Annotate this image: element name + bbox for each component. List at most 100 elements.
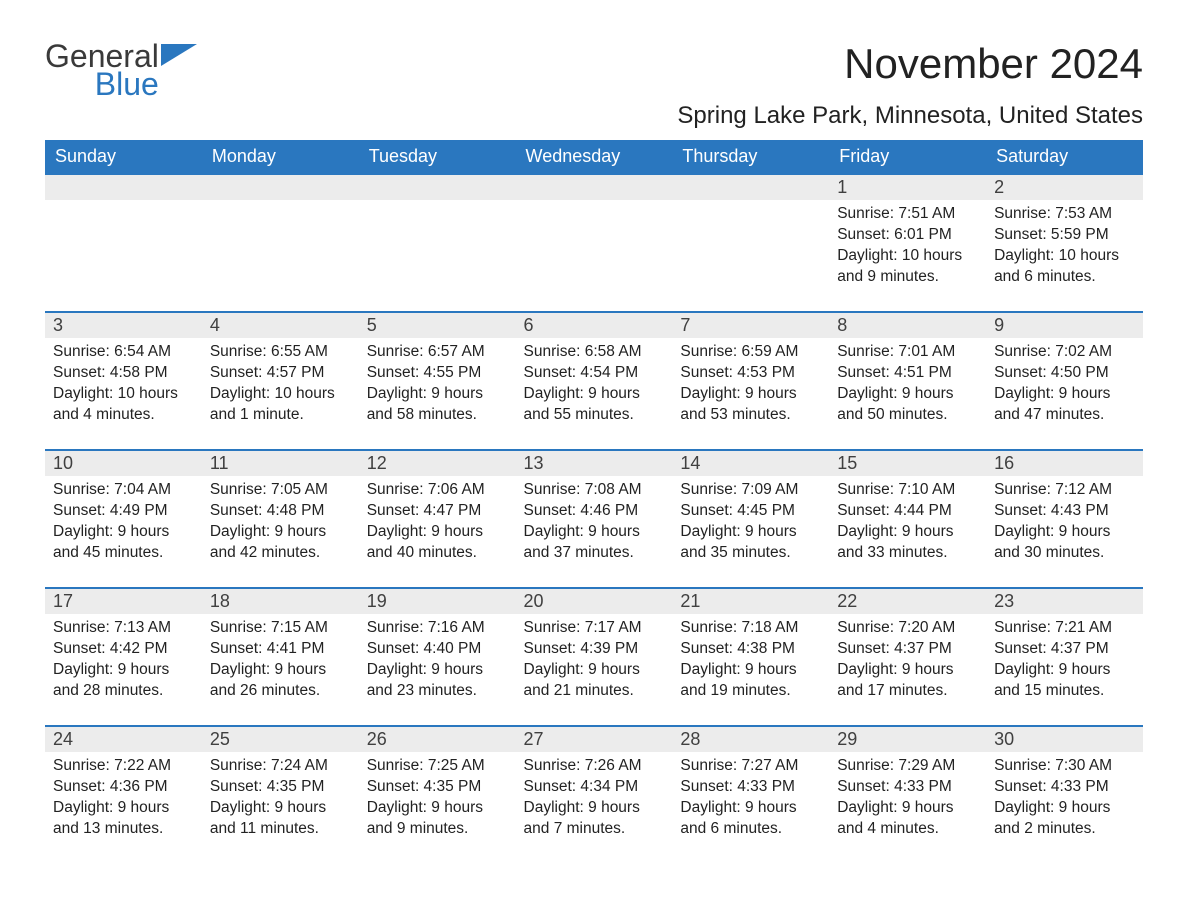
day-details: Sunrise: 6:54 AMSunset: 4:58 PMDaylight:… <box>45 338 202 432</box>
logo: General Blue <box>45 40 197 100</box>
sunset-line: Sunset: 5:59 PM <box>994 225 1135 246</box>
day-details: Sunrise: 7:20 AMSunset: 4:37 PMDaylight:… <box>829 614 986 708</box>
day-number: 15 <box>829 451 986 476</box>
sunset-line: Sunset: 4:38 PM <box>680 639 821 660</box>
day-number: 21 <box>672 589 829 614</box>
daylight-line: Daylight: 9 hours and 40 minutes. <box>367 522 508 564</box>
calendar-cell: 15Sunrise: 7:10 AMSunset: 4:44 PMDayligh… <box>829 449 986 587</box>
day-details: Sunrise: 7:05 AMSunset: 4:48 PMDaylight:… <box>202 476 359 570</box>
daylight-line: Daylight: 10 hours and 9 minutes. <box>837 246 978 288</box>
daylight-line: Daylight: 9 hours and 21 minutes. <box>524 660 665 702</box>
calendar-cell: 4Sunrise: 6:55 AMSunset: 4:57 PMDaylight… <box>202 311 359 449</box>
daylight-line: Daylight: 10 hours and 6 minutes. <box>994 246 1135 288</box>
day-details: Sunrise: 7:12 AMSunset: 4:43 PMDaylight:… <box>986 476 1143 570</box>
daylight-line: Daylight: 9 hours and 4 minutes. <box>837 798 978 840</box>
day-number: . <box>45 175 202 200</box>
sunset-line: Sunset: 4:53 PM <box>680 363 821 384</box>
day-details: Sunrise: 7:02 AMSunset: 4:50 PMDaylight:… <box>986 338 1143 432</box>
calendar-cell: . <box>359 173 516 311</box>
calendar-cell: 2Sunrise: 7:53 AMSunset: 5:59 PMDaylight… <box>986 173 1143 311</box>
calendar-cell: 7Sunrise: 6:59 AMSunset: 4:53 PMDaylight… <box>672 311 829 449</box>
calendar-cell: 18Sunrise: 7:15 AMSunset: 4:41 PMDayligh… <box>202 587 359 725</box>
sunrise-line: Sunrise: 7:27 AM <box>680 756 821 777</box>
sunrise-line: Sunrise: 7:01 AM <box>837 342 978 363</box>
sunrise-line: Sunrise: 7:13 AM <box>53 618 194 639</box>
sunrise-line: Sunrise: 7:12 AM <box>994 480 1135 501</box>
sunset-line: Sunset: 4:34 PM <box>524 777 665 798</box>
daylight-line: Daylight: 9 hours and 42 minutes. <box>210 522 351 564</box>
calendar-cell: . <box>672 173 829 311</box>
sunrise-line: Sunrise: 7:29 AM <box>837 756 978 777</box>
calendar-week: 10Sunrise: 7:04 AMSunset: 4:49 PMDayligh… <box>45 449 1143 587</box>
day-number: 8 <box>829 313 986 338</box>
calendar-cell: 12Sunrise: 7:06 AMSunset: 4:47 PMDayligh… <box>359 449 516 587</box>
logo-flag-icon <box>161 44 197 72</box>
day-number: 25 <box>202 727 359 752</box>
day-number: 4 <box>202 313 359 338</box>
day-number: 29 <box>829 727 986 752</box>
day-number: 5 <box>359 313 516 338</box>
calendar-cell: 9Sunrise: 7:02 AMSunset: 4:50 PMDaylight… <box>986 311 1143 449</box>
day-number: 16 <box>986 451 1143 476</box>
day-number: 28 <box>672 727 829 752</box>
calendar-cell: 1Sunrise: 7:51 AMSunset: 6:01 PMDaylight… <box>829 173 986 311</box>
day-number: 30 <box>986 727 1143 752</box>
calendar-cell: 28Sunrise: 7:27 AMSunset: 4:33 PMDayligh… <box>672 725 829 863</box>
day-details: Sunrise: 6:57 AMSunset: 4:55 PMDaylight:… <box>359 338 516 432</box>
sunrise-line: Sunrise: 7:10 AM <box>837 480 978 501</box>
day-details: Sunrise: 7:29 AMSunset: 4:33 PMDaylight:… <box>829 752 986 846</box>
day-details <box>45 200 202 210</box>
sunrise-line: Sunrise: 7:25 AM <box>367 756 508 777</box>
calendar-cell: 23Sunrise: 7:21 AMSunset: 4:37 PMDayligh… <box>986 587 1143 725</box>
day-number: 7 <box>672 313 829 338</box>
day-details <box>516 200 673 210</box>
location: Spring Lake Park, Minnesota, United Stat… <box>677 102 1143 130</box>
sunset-line: Sunset: 4:35 PM <box>210 777 351 798</box>
sunrise-line: Sunrise: 7:17 AM <box>524 618 665 639</box>
sunset-line: Sunset: 4:37 PM <box>994 639 1135 660</box>
daylight-line: Daylight: 9 hours and 58 minutes. <box>367 384 508 426</box>
calendar-cell: 24Sunrise: 7:22 AMSunset: 4:36 PMDayligh… <box>45 725 202 863</box>
daylight-line: Daylight: 9 hours and 26 minutes. <box>210 660 351 702</box>
day-number: 9 <box>986 313 1143 338</box>
day-number: 6 <box>516 313 673 338</box>
logo-text-block: General Blue <box>45 40 159 100</box>
sunset-line: Sunset: 4:54 PM <box>524 363 665 384</box>
sunset-line: Sunset: 4:51 PM <box>837 363 978 384</box>
sunrise-line: Sunrise: 7:15 AM <box>210 618 351 639</box>
sunrise-line: Sunrise: 7:21 AM <box>994 618 1135 639</box>
calendar-cell: . <box>516 173 673 311</box>
calendar-cell: . <box>202 173 359 311</box>
sunrise-line: Sunrise: 7:24 AM <box>210 756 351 777</box>
day-details: Sunrise: 6:58 AMSunset: 4:54 PMDaylight:… <box>516 338 673 432</box>
day-number: 10 <box>45 451 202 476</box>
day-header: Thursday <box>672 140 829 173</box>
day-number: 26 <box>359 727 516 752</box>
sunset-line: Sunset: 4:36 PM <box>53 777 194 798</box>
daylight-line: Daylight: 9 hours and 30 minutes. <box>994 522 1135 564</box>
calendar-cell: 30Sunrise: 7:30 AMSunset: 4:33 PMDayligh… <box>986 725 1143 863</box>
sunrise-line: Sunrise: 7:20 AM <box>837 618 978 639</box>
calendar-cell: 21Sunrise: 7:18 AMSunset: 4:38 PMDayligh… <box>672 587 829 725</box>
sunrise-line: Sunrise: 7:30 AM <box>994 756 1135 777</box>
daylight-line: Daylight: 9 hours and 35 minutes. <box>680 522 821 564</box>
daylight-line: Daylight: 9 hours and 17 minutes. <box>837 660 978 702</box>
title-block: November 2024 Spring Lake Park, Minnesot… <box>677 40 1143 140</box>
sunrise-line: Sunrise: 7:09 AM <box>680 480 821 501</box>
sunset-line: Sunset: 4:35 PM <box>367 777 508 798</box>
daylight-line: Daylight: 9 hours and 6 minutes. <box>680 798 821 840</box>
day-number: 3 <box>45 313 202 338</box>
day-details: Sunrise: 7:01 AMSunset: 4:51 PMDaylight:… <box>829 338 986 432</box>
day-header: Saturday <box>986 140 1143 173</box>
day-details: Sunrise: 7:13 AMSunset: 4:42 PMDaylight:… <box>45 614 202 708</box>
calendar-week: 24Sunrise: 7:22 AMSunset: 4:36 PMDayligh… <box>45 725 1143 863</box>
day-details: Sunrise: 7:21 AMSunset: 4:37 PMDaylight:… <box>986 614 1143 708</box>
day-number: . <box>516 175 673 200</box>
sunset-line: Sunset: 4:50 PM <box>994 363 1135 384</box>
day-details: Sunrise: 7:15 AMSunset: 4:41 PMDaylight:… <box>202 614 359 708</box>
calendar-cell: 25Sunrise: 7:24 AMSunset: 4:35 PMDayligh… <box>202 725 359 863</box>
calendar-cell: 27Sunrise: 7:26 AMSunset: 4:34 PMDayligh… <box>516 725 673 863</box>
daylight-line: Daylight: 9 hours and 55 minutes. <box>524 384 665 426</box>
calendar-cell: 22Sunrise: 7:20 AMSunset: 4:37 PMDayligh… <box>829 587 986 725</box>
sunset-line: Sunset: 4:40 PM <box>367 639 508 660</box>
